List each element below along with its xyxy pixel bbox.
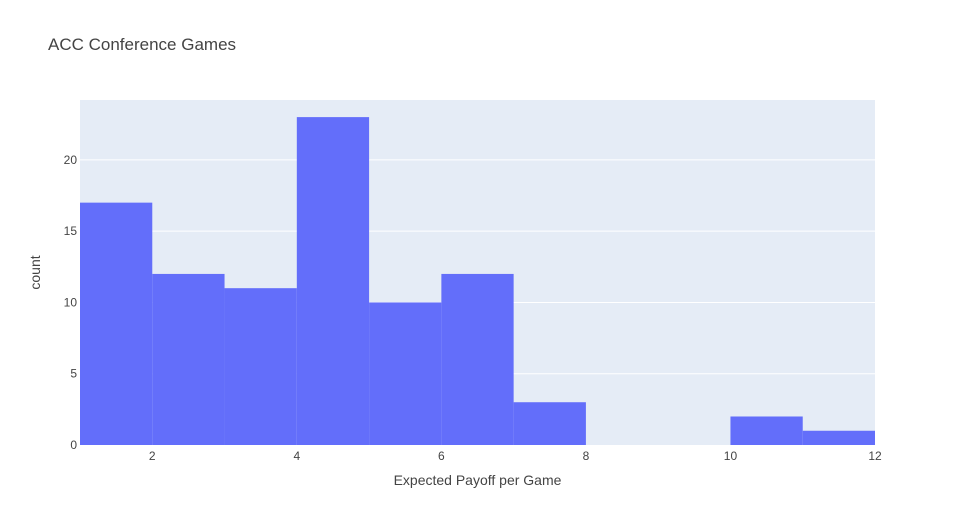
- x-tick-label: 6: [438, 449, 445, 463]
- histogram-bar[interactable]: [224, 288, 297, 445]
- histogram-bars: [80, 117, 875, 446]
- y-tick-label: 0: [70, 438, 77, 452]
- histogram-bar[interactable]: [369, 302, 442, 445]
- y-tick-label: 5: [70, 367, 77, 381]
- histogram-bar[interactable]: [802, 430, 875, 445]
- histogram-bar[interactable]: [441, 273, 514, 445]
- histogram-bar[interactable]: [152, 273, 225, 445]
- histogram-bar[interactable]: [513, 402, 586, 445]
- y-tick-label: 20: [64, 153, 78, 167]
- chart-title: ACC Conference Games: [48, 35, 236, 54]
- x-tick-label: 12: [868, 449, 882, 463]
- x-tick-label: 2: [149, 449, 156, 463]
- y-tick-labels: 0 5 10 15 20: [64, 153, 78, 452]
- x-tick-labels: 2 4 6 8 10 12: [149, 449, 882, 463]
- x-tick-label: 8: [583, 449, 590, 463]
- x-tick-label: 4: [293, 449, 300, 463]
- x-axis-title: Expected Payoff per Game: [394, 472, 562, 488]
- histogram-bar[interactable]: [296, 117, 370, 446]
- y-tick-label: 10: [64, 295, 78, 309]
- y-tick-label: 15: [64, 224, 78, 238]
- x-tick-label: 10: [724, 449, 738, 463]
- histogram-bar[interactable]: [80, 202, 153, 445]
- y-axis-title: count: [27, 255, 43, 289]
- histogram-bar[interactable]: [730, 416, 803, 445]
